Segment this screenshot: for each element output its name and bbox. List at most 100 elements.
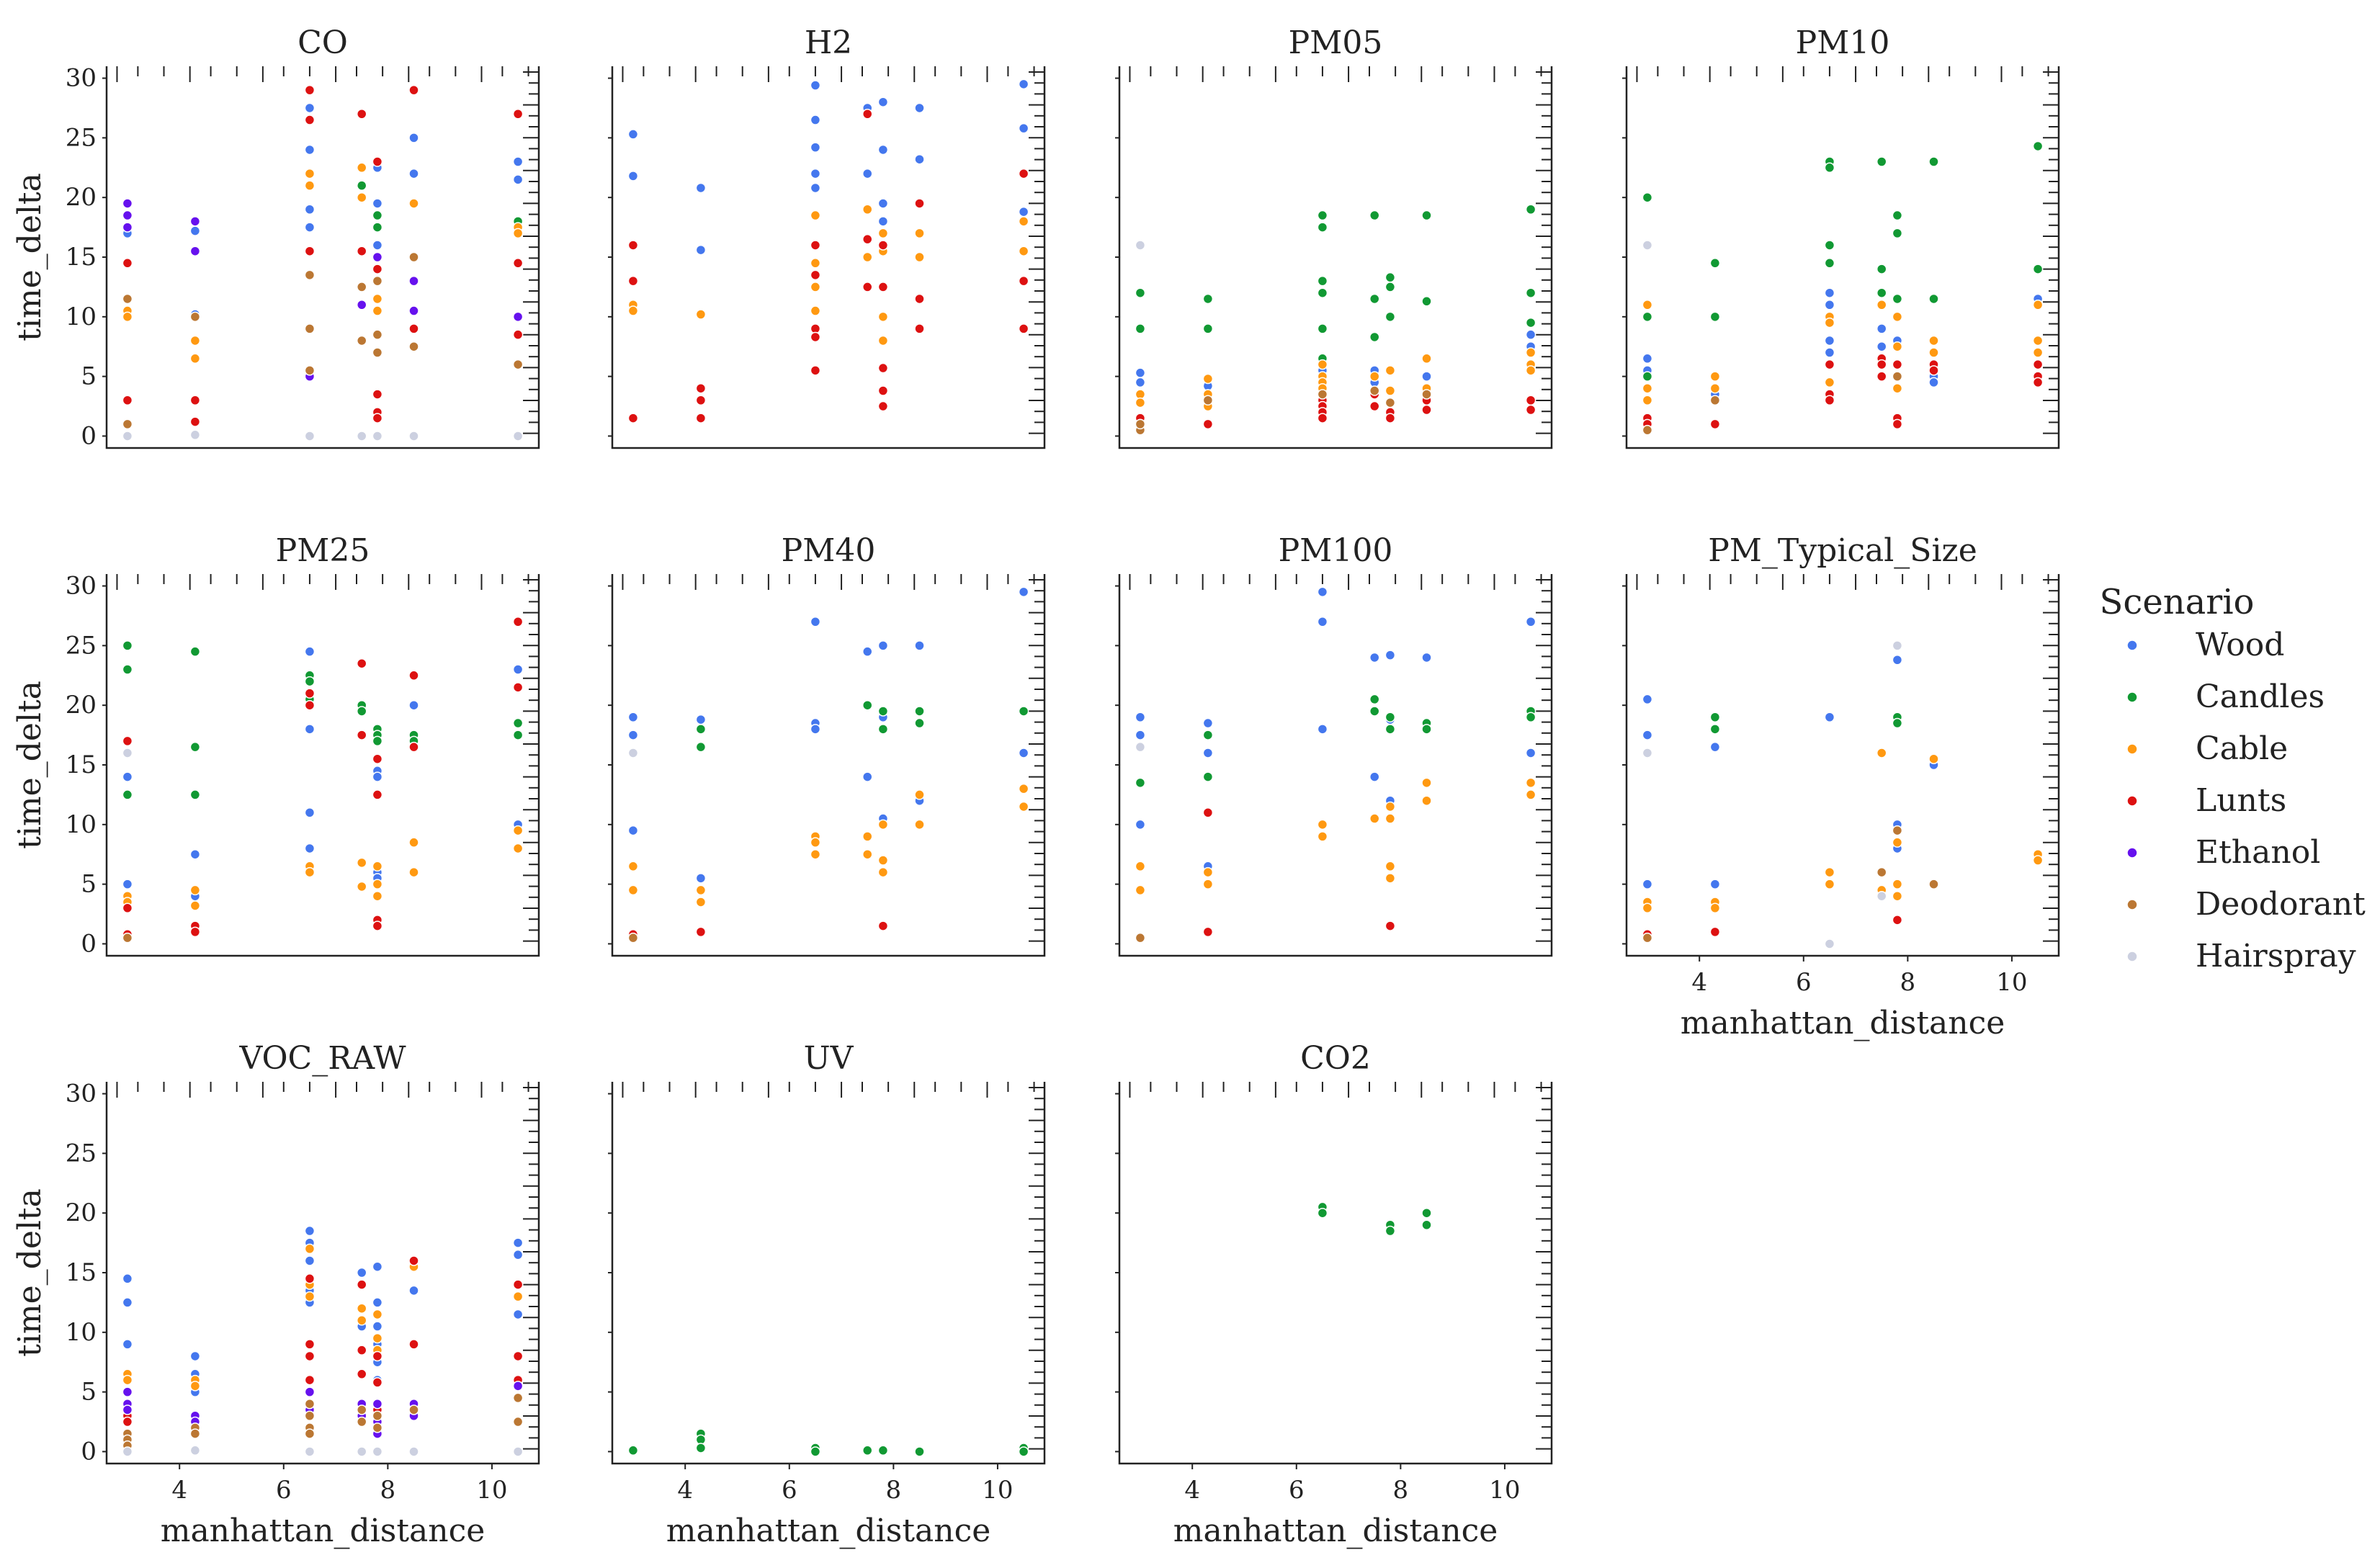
point-candles [1709,258,1721,269]
point-hairspray [1135,741,1146,753]
point-lunts [877,362,889,374]
point-lunts [862,233,873,245]
point-hairspray [304,431,316,442]
point-candles [2032,264,2044,274]
legend-label-ethanol: Ethanol [2196,834,2320,871]
point-deodorant [408,1404,419,1415]
point-cable [1384,801,1396,812]
point-candles [1317,222,1328,233]
point-lunts [408,1339,419,1350]
point-candles [1642,192,1653,203]
x-tick-label: 6 [782,1476,797,1505]
point-cable [1317,819,1328,830]
legend-label-wood: Wood [2196,627,2284,663]
point-lunts [304,699,316,711]
point-hairspray [122,748,133,758]
point-lunts [408,741,419,753]
y-tick-label: 25 [66,1139,97,1168]
point-wood [1421,652,1432,663]
panel-title: VOC_RAW [238,1040,406,1077]
point-candles [1317,323,1328,334]
point-wood [512,156,524,167]
point-cable [408,866,419,878]
point-lunts [189,395,201,405]
point-cable [372,890,383,902]
y-tick-label: 10 [66,1318,97,1347]
point-wood [512,1249,524,1260]
point-lunts [695,413,707,424]
point-hairspray [356,1446,367,1457]
point-candles [189,741,201,753]
point-cable [1642,300,1653,310]
point-wood [810,115,821,125]
point-candles [1317,210,1328,221]
panel-pm05: PM05 [1115,24,1553,449]
point-cable [1369,371,1380,382]
point-candles [627,1445,639,1456]
point-deodorant [304,365,316,376]
point-deodorant [304,1428,316,1439]
point-wood [304,807,316,818]
legend-label-hairspray: Hairspray [2196,938,2356,974]
point-cable [877,228,889,239]
point-cable [862,204,873,215]
point-candles [1421,1207,1432,1219]
point-lunts [1202,418,1214,430]
panel-co2: CO2 4 6 8 10 manhattan_distance [1115,1040,1553,1549]
point-candles [810,1446,821,1457]
point-candles [914,706,925,717]
point-candles [877,706,889,717]
point-wood [877,640,889,651]
point-candles [1892,293,1903,305]
legend-label-cable: Cable [2196,730,2288,767]
point-deodorant [304,1410,316,1421]
point-candles [1709,311,1721,323]
point-candles [1135,323,1146,334]
point-lunts [304,84,316,96]
point-wood [1202,717,1214,729]
point-wood [189,225,201,236]
point-deodorant [512,1416,524,1428]
point-deodorant [512,1392,524,1404]
point-cable [1525,789,1536,800]
point-wood [1824,347,1835,358]
point-candles [1384,282,1396,292]
point-candles [1876,287,1887,298]
point-candles [1384,272,1396,283]
point-cable [1018,801,1029,812]
panel-pm-typical-size: PM_Typical_Size 4 6 8 10 manhattan_distance [1622,532,2060,1041]
point-cable [862,831,873,842]
point-cable [356,1303,367,1314]
point-cable [512,825,524,836]
point-cable [1892,890,1903,902]
point-lunts [356,1345,367,1355]
point-cable [627,884,639,896]
point-cable [1317,831,1328,842]
point-lunts [1876,359,1887,370]
point-lunts [1202,807,1214,818]
point-cable [1018,783,1029,794]
point-cable [1876,748,1887,758]
point-candles [1317,287,1328,298]
point-wood [408,133,419,143]
point-wood [304,843,316,854]
point-lunts [877,385,889,396]
panel-voc-raw: VOC_RAW 0 5 10 15 20 25 30 4 6 8 10 manhattan_distan… [12,1040,540,1549]
panel-title: PM10 [1796,24,1890,61]
point-hairspray [304,1446,316,1457]
point-deodorant [1384,397,1396,408]
point-cable [877,819,889,830]
point-deodorant [1135,418,1146,430]
point-wood [122,1273,133,1284]
point-ethanol [122,198,133,209]
point-candles [1421,724,1432,735]
point-lunts [810,269,821,281]
x-tick-label: 4 [677,1476,693,1505]
point-wood [862,168,873,179]
point-cable [1135,861,1146,872]
point-wood [304,144,316,156]
point-candles [1135,287,1146,298]
panel-pm25: PM25 0 5 10 15 20 25 30 time_delta [12,532,540,958]
point-cable [408,837,419,848]
point-candles [695,724,707,735]
